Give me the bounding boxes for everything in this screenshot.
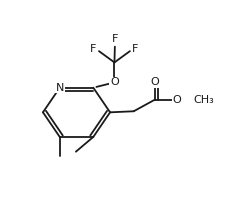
Text: CH₃: CH₃ [193, 95, 214, 105]
Text: F: F [112, 34, 118, 44]
Text: F: F [90, 44, 96, 54]
Text: F: F [132, 44, 139, 54]
Text: O: O [110, 77, 119, 87]
Text: N: N [56, 83, 64, 93]
Text: O: O [150, 77, 159, 87]
Text: O: O [173, 95, 182, 105]
